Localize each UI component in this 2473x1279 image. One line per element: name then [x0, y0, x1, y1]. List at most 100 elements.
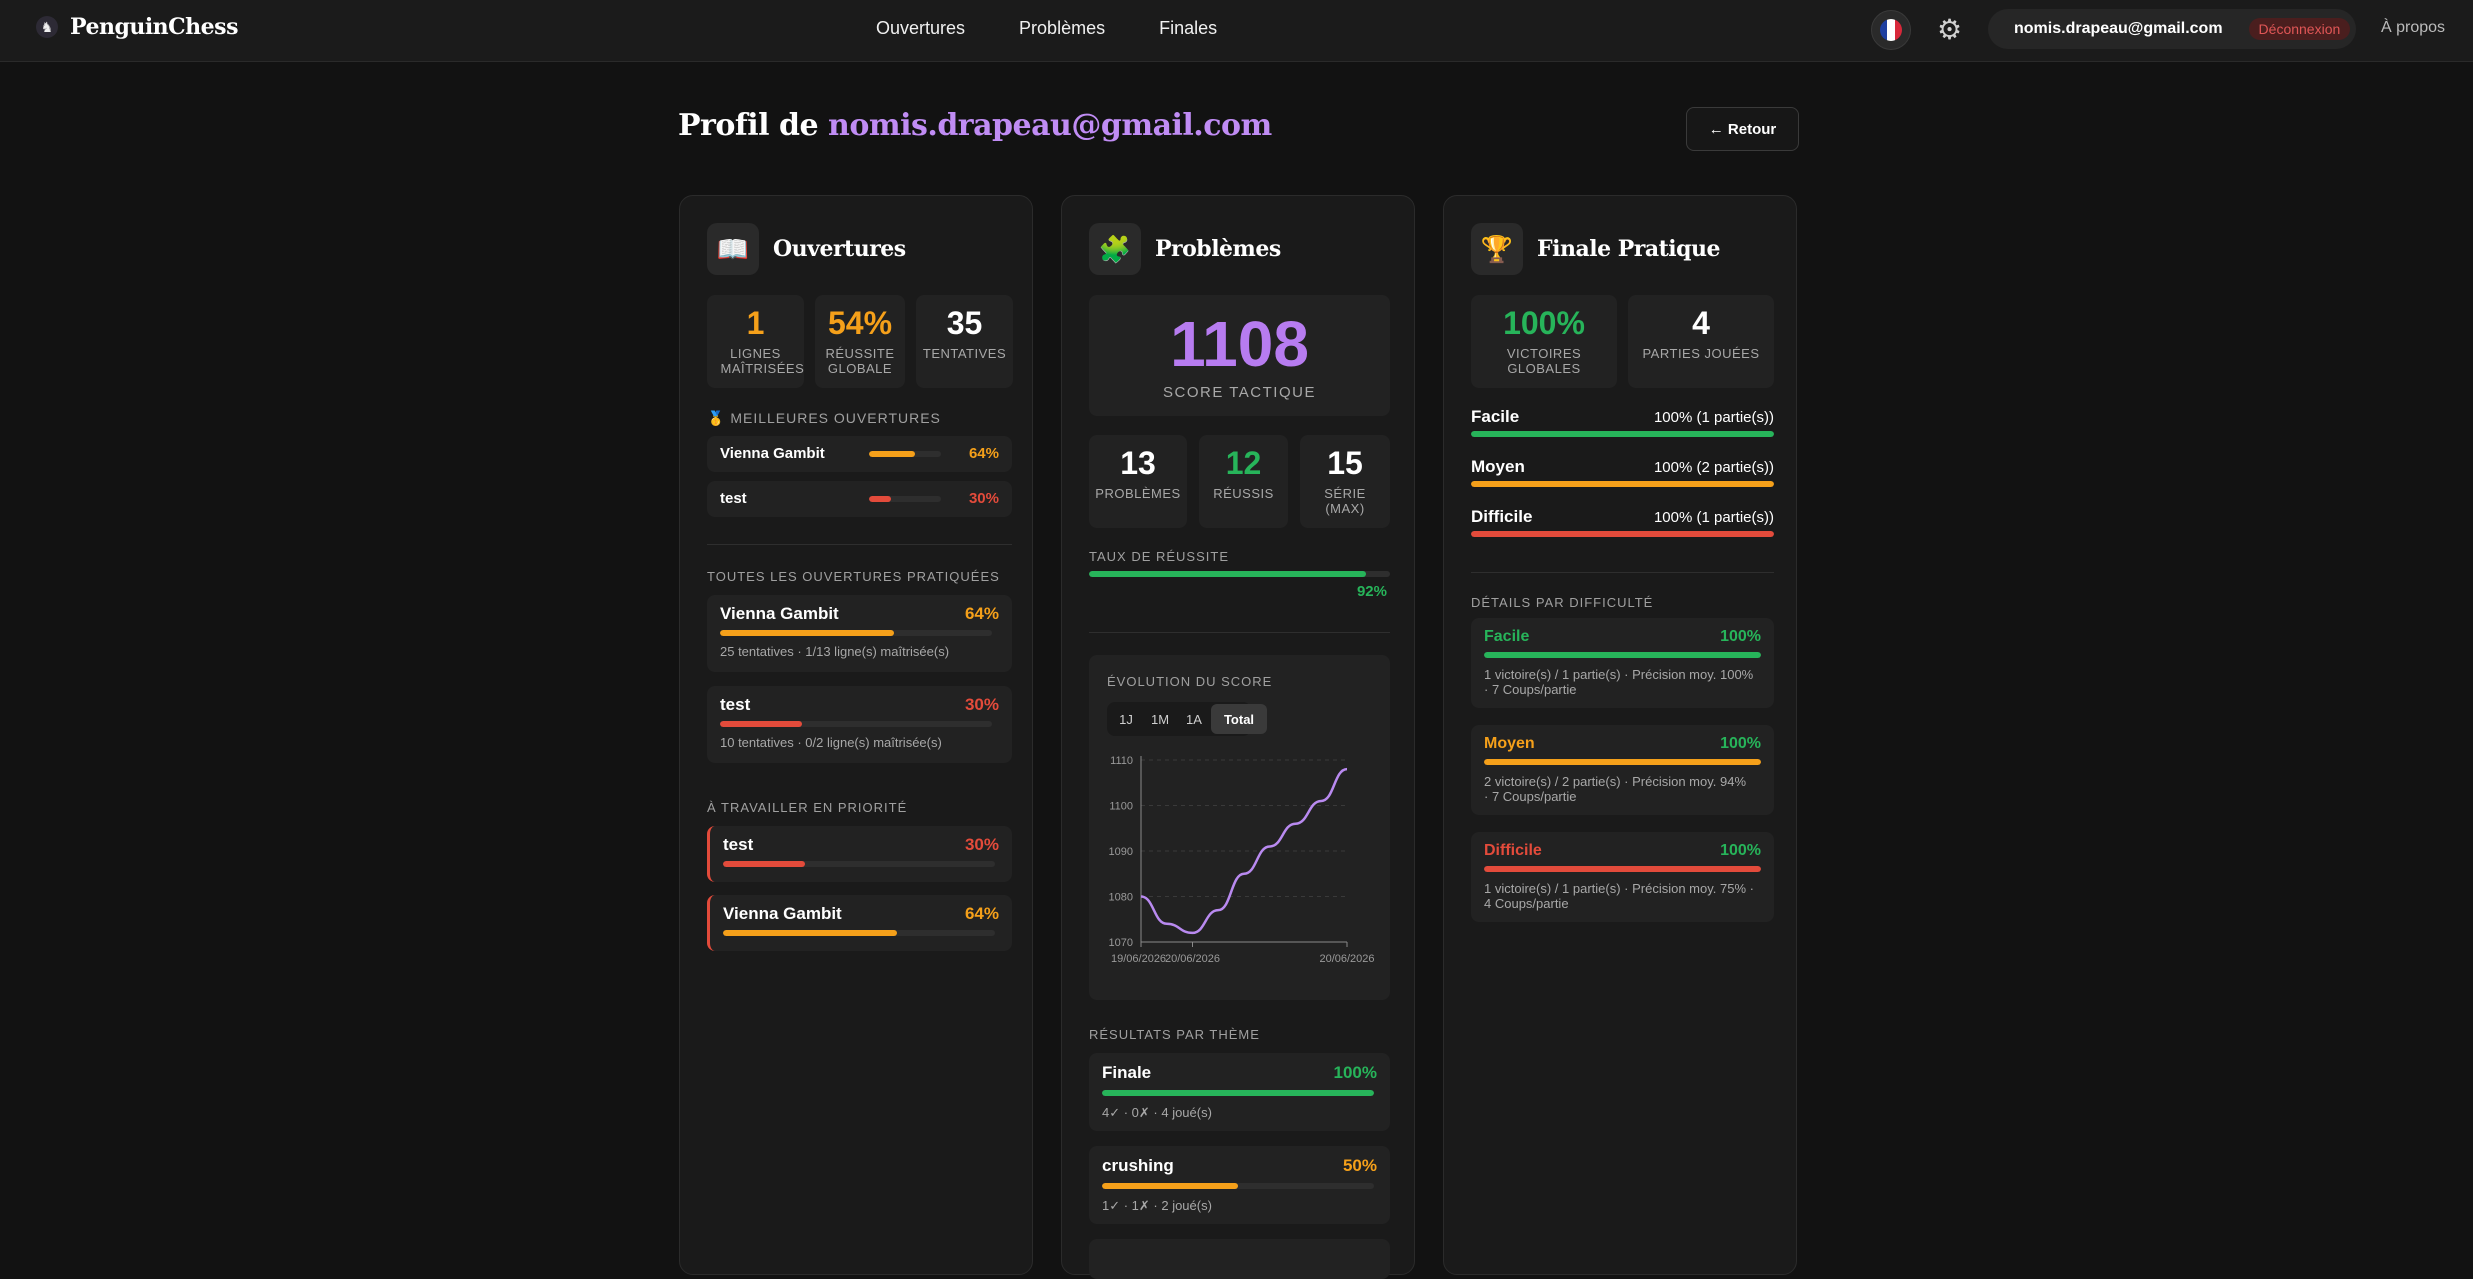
tactical-score: 1108	[1170, 308, 1309, 380]
opening-name: Vienna Gambit	[723, 904, 842, 923]
chart-title: Évolution du score	[1107, 674, 1273, 689]
endgames-header: 🏆 Finale Pratique	[1471, 223, 1721, 275]
endgames-card: 🏆 Finale Pratique 100% Victoires globale…	[1443, 195, 1797, 1275]
nav-link-problems[interactable]: Problèmes	[1019, 18, 1106, 38]
difficulty-line2: · 7 Coups/partie	[1484, 682, 1577, 697]
page-title-email: nomis.drapeau@gmail.com	[828, 108, 1272, 143]
about-link[interactable]: À propos	[2381, 19, 2446, 36]
theme-name: crushing	[1102, 1156, 1174, 1175]
bar-fill	[1102, 1090, 1374, 1096]
problems-title: Problèmes	[1155, 236, 1281, 262]
stat-global-wins: 100% Victoires globales	[1471, 295, 1617, 388]
opening-pct: 30%	[964, 695, 999, 714]
flag-fr-icon	[1880, 19, 1902, 41]
opening-pct: 64%	[964, 604, 999, 623]
tab-1y[interactable]: 1A	[1186, 711, 1202, 727]
difficulty-name: Difficile	[1484, 842, 1542, 859]
priority-row[interactable]: Vienna Gambit 64%	[707, 895, 1012, 951]
score-series-line	[1140, 767, 1348, 935]
bar-fill	[869, 496, 891, 502]
theme-pct: 50%	[1342, 1156, 1377, 1175]
stat-solved: 12 Réussis	[1199, 435, 1288, 528]
language-button[interactable]	[1871, 10, 1911, 50]
best-opening-row[interactable]: Vienna Gambit 64%	[707, 436, 1012, 472]
gear-icon[interactable]: ⚙	[1937, 14, 1963, 45]
bar-fill	[723, 861, 805, 867]
opening-detail-row[interactable]: test 30% 10 tentatives · 0/2 ligne(s) ma…	[707, 686, 1012, 763]
stat-value: 12	[1225, 445, 1262, 481]
opening-pct: 64%	[968, 445, 999, 462]
difficulty-pct: 100%	[1720, 735, 1761, 752]
nav-links: Ouvertures Problèmes Finales	[876, 18, 1217, 39]
difficulty-name: Facile	[1484, 628, 1530, 645]
theme-row[interactable]: crushing 50% 1✓ · 1✗ · 2 joué(s)	[1089, 1146, 1390, 1224]
bar-fill	[720, 630, 895, 636]
theme-row[interactable]	[1089, 1239, 1390, 1279]
opening-name: test	[723, 835, 754, 854]
difficulty-bar	[1484, 652, 1761, 658]
difficulty-line1: 2 victoire(s) / 2 partie(s) · Précision …	[1484, 774, 1746, 789]
bar-fill	[723, 930, 898, 936]
opening-bar	[869, 496, 941, 502]
details-label: Détails par difficulté	[1471, 595, 1654, 610]
stat-streak: 15 Série (max)	[1300, 435, 1390, 528]
tab-1m[interactable]: 1M	[1150, 711, 1170, 727]
stat-label: Réussite globale	[825, 346, 895, 376]
stat-value: 100%	[1503, 305, 1585, 341]
chart-range-tabs: 1J 1M 1A Total	[1107, 702, 1267, 736]
y-tick-label: 1110	[1110, 755, 1133, 767]
y-tick-label: 1080	[1109, 892, 1133, 904]
difficulty-detail-row[interactable]: Facile 100% 1 victoire(s) / 1 partie(s) …	[1471, 618, 1774, 708]
theme-pct: 100%	[1333, 1063, 1377, 1082]
openings-header: 📖 Ouvertures	[707, 223, 906, 275]
x-tick-label: 19/06/2026	[1111, 953, 1166, 965]
problems-card: 🧩 Problèmes 1108 Score tactique 13 Probl…	[1061, 195, 1415, 1279]
difficulty-bar	[1484, 759, 1761, 765]
bar-fill	[1484, 652, 1761, 658]
divider	[1089, 632, 1390, 633]
tactical-score-box: 1108 Score tactique	[1089, 295, 1390, 416]
opening-sub: 10 tentatives · 0/2 ligne(s) maîtrisée(s…	[720, 735, 942, 750]
problems-header: 🧩 Problèmes	[1089, 223, 1281, 275]
priority-label: À travailler en priorité	[707, 800, 908, 815]
best-openings-label: 🥇 Meilleures ouvertures	[707, 410, 941, 427]
success-rate-bar	[1089, 571, 1390, 577]
nav-link-endgames[interactable]: Finales	[1159, 18, 1218, 38]
theme-bar	[1102, 1183, 1374, 1189]
stat-value: 35	[946, 305, 983, 341]
theme-sub: 1✓ · 1✗ · 2 joué(s)	[1102, 1198, 1212, 1213]
tab-total[interactable]: Total	[1211, 704, 1267, 734]
level-value: 100% (1 partie(s))	[1653, 409, 1774, 426]
level-row-hard: Difficile 100% (1 partie(s))	[1471, 507, 1774, 537]
divider	[707, 544, 1012, 545]
best-opening-row[interactable]: test 30%	[707, 481, 1012, 517]
opening-bar	[869, 451, 941, 457]
bar-fill	[720, 721, 802, 727]
brand-name: PenguinChess	[70, 14, 238, 40]
difficulty-line1: 1 victoire(s) / 1 partie(s) · Précision …	[1484, 667, 1754, 682]
success-rate-pct: 92%	[1356, 583, 1387, 600]
back-button[interactable]: ← Retour	[1686, 107, 1799, 151]
stat-label: Lignes maîtrisées	[720, 346, 805, 376]
tab-1d[interactable]: 1J	[1119, 711, 1133, 727]
opening-pct: 30%	[968, 490, 999, 507]
difficulty-detail-row[interactable]: Difficile 100% 1 victoire(s) / 1 partie(…	[1471, 832, 1774, 922]
theme-row[interactable]: Finale 100% 4✓ · 0✗ · 4 joué(s)	[1089, 1053, 1390, 1131]
priority-row[interactable]: test 30%	[707, 826, 1012, 882]
stat-label: Victoires globales	[1506, 346, 1582, 376]
bar-fill	[1471, 531, 1774, 537]
difficulty-line2: · 7 Coups/partie	[1484, 789, 1577, 804]
opening-detail-row[interactable]: Vienna Gambit 64% 25 tentatives · 1/13 l…	[707, 595, 1012, 672]
opening-name: test	[720, 695, 751, 714]
difficulty-detail-row[interactable]: Moyen 100% 2 victoire(s) / 2 partie(s) ·…	[1471, 725, 1774, 815]
top-navbar: ♞ PenguinChess Ouvertures Problèmes Fina…	[0, 0, 2473, 62]
theme-sub: 4✓ · 0✗ · 4 joué(s)	[1102, 1105, 1212, 1120]
y-tick-label: 1070	[1109, 937, 1133, 949]
logout-button[interactable]: Déconnexion	[2248, 18, 2351, 40]
stat-label: Réussis	[1213, 486, 1274, 501]
opening-bar	[723, 861, 995, 867]
brand[interactable]: ♞ PenguinChess	[36, 14, 238, 40]
nav-link-openings[interactable]: Ouvertures	[876, 18, 966, 38]
level-bar	[1471, 431, 1774, 437]
openings-card: 📖 Ouvertures 1 Lignes maîtrisées 54% Réu…	[679, 195, 1033, 1275]
